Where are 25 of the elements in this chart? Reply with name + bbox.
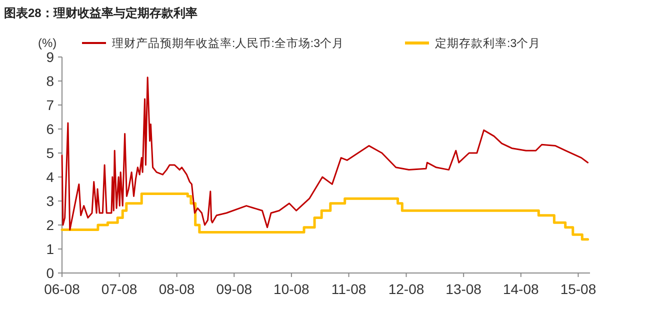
y-tick-label: 9 (46, 49, 54, 65)
chart-title: 图表28：理财收益率与定期存款利率 (4, 6, 198, 20)
y-tick-label: 7 (46, 97, 54, 113)
x-tick-label: 11-08 (331, 281, 366, 297)
y-tick-label: 2 (46, 217, 54, 233)
y-tick-label: 5 (46, 145, 54, 161)
x-tick-label: 12-08 (388, 281, 424, 297)
y-axis-title: (%) (38, 36, 57, 50)
y-tick-label: 4 (46, 169, 54, 185)
x-tick-label: 13-08 (446, 281, 482, 297)
y-tick-label: 0 (46, 265, 54, 281)
legend-label: 理财产品预期年收益率:人民币:全市场:3个月 (112, 36, 344, 50)
legend-label: 定期存款利率:3个月 (435, 36, 541, 50)
line-series (61, 76, 589, 231)
x-tick-label: 10-08 (274, 281, 310, 297)
y-tick-label: 8 (46, 73, 54, 89)
y-tick-label: 1 (46, 241, 54, 257)
x-tick-label: 06-08 (44, 281, 80, 297)
x-tick-label: 07-08 (101, 281, 138, 297)
y-tick-label: 3 (46, 193, 54, 209)
x-tick-label: 15-08 (560, 281, 596, 297)
y-tick-label: 6 (46, 121, 54, 137)
x-tick-label: 08-08 (158, 281, 195, 297)
x-tick-label: 09-08 (216, 281, 252, 297)
x-tick-label: 14-08 (502, 281, 540, 297)
